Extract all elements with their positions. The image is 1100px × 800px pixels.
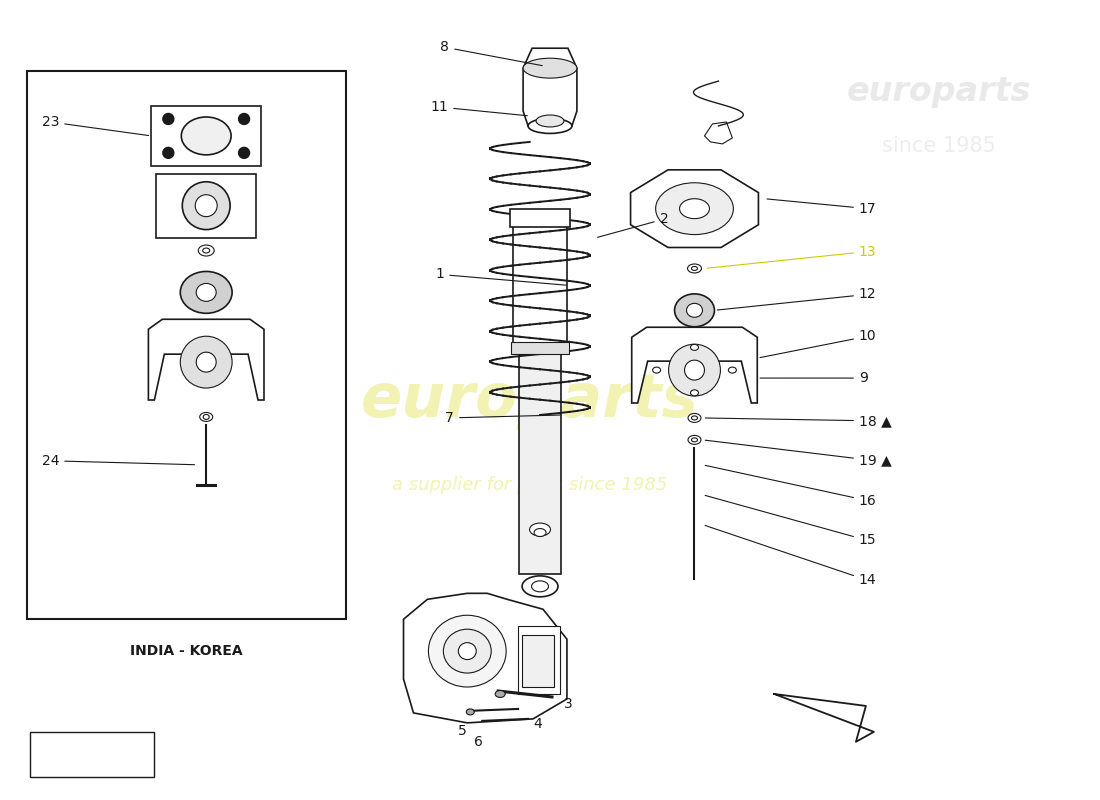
Ellipse shape xyxy=(443,630,492,673)
Polygon shape xyxy=(524,48,576,126)
Text: 9: 9 xyxy=(760,371,868,385)
Polygon shape xyxy=(631,327,757,403)
Ellipse shape xyxy=(680,198,710,218)
Ellipse shape xyxy=(202,248,210,253)
Text: 17: 17 xyxy=(767,199,877,216)
Text: 23: 23 xyxy=(42,115,148,135)
Text: a supplier for parts since 1985: a supplier for parts since 1985 xyxy=(393,476,668,494)
Text: europarts: europarts xyxy=(361,370,698,430)
Ellipse shape xyxy=(692,416,697,420)
FancyBboxPatch shape xyxy=(26,71,345,619)
Ellipse shape xyxy=(688,264,702,273)
Circle shape xyxy=(163,147,174,158)
Text: 11: 11 xyxy=(430,100,527,116)
Ellipse shape xyxy=(686,303,703,318)
Text: 7: 7 xyxy=(446,411,560,425)
Ellipse shape xyxy=(198,245,214,256)
Ellipse shape xyxy=(691,390,698,396)
Ellipse shape xyxy=(535,529,546,537)
Text: europarts: europarts xyxy=(846,74,1031,107)
Ellipse shape xyxy=(531,581,549,592)
Ellipse shape xyxy=(466,709,474,715)
Ellipse shape xyxy=(692,266,697,270)
Ellipse shape xyxy=(684,360,704,380)
Ellipse shape xyxy=(536,115,564,127)
Circle shape xyxy=(239,114,250,125)
Ellipse shape xyxy=(200,413,212,422)
Polygon shape xyxy=(404,594,566,723)
FancyBboxPatch shape xyxy=(510,209,570,226)
FancyBboxPatch shape xyxy=(512,342,569,354)
Text: 14: 14 xyxy=(705,526,877,587)
Text: ▲ = 1: ▲ = 1 xyxy=(69,746,113,762)
Circle shape xyxy=(163,114,174,125)
Text: 4: 4 xyxy=(534,717,542,731)
Ellipse shape xyxy=(180,336,232,388)
Polygon shape xyxy=(630,170,758,247)
Text: 8: 8 xyxy=(440,40,542,66)
Text: 12: 12 xyxy=(717,287,877,310)
Ellipse shape xyxy=(524,58,576,78)
Ellipse shape xyxy=(529,523,550,536)
Ellipse shape xyxy=(522,576,558,597)
Polygon shape xyxy=(704,122,733,144)
Text: 16: 16 xyxy=(705,466,877,508)
Ellipse shape xyxy=(196,283,217,302)
Ellipse shape xyxy=(691,344,698,350)
Ellipse shape xyxy=(459,642,476,659)
Ellipse shape xyxy=(688,435,701,444)
Ellipse shape xyxy=(728,367,736,373)
Polygon shape xyxy=(148,319,264,400)
Text: 18 ▲: 18 ▲ xyxy=(705,414,892,428)
Polygon shape xyxy=(156,174,256,238)
Text: 6: 6 xyxy=(474,735,483,749)
FancyBboxPatch shape xyxy=(519,348,561,574)
Polygon shape xyxy=(152,106,261,166)
Text: 10: 10 xyxy=(760,330,877,358)
Ellipse shape xyxy=(204,414,209,419)
Ellipse shape xyxy=(495,690,505,698)
Ellipse shape xyxy=(669,344,720,396)
Text: since 1985: since 1985 xyxy=(882,136,996,156)
FancyBboxPatch shape xyxy=(30,732,154,777)
Circle shape xyxy=(239,147,250,158)
Text: 24: 24 xyxy=(42,454,195,468)
Text: INDIA - KOREA: INDIA - KOREA xyxy=(130,644,243,658)
Text: 19 ▲: 19 ▲ xyxy=(705,440,892,468)
Text: 3: 3 xyxy=(563,697,572,711)
Ellipse shape xyxy=(528,118,572,134)
Ellipse shape xyxy=(195,194,217,217)
FancyBboxPatch shape xyxy=(522,635,554,687)
Ellipse shape xyxy=(652,367,661,373)
FancyBboxPatch shape xyxy=(518,626,560,694)
Ellipse shape xyxy=(182,117,231,155)
Ellipse shape xyxy=(674,294,714,326)
Ellipse shape xyxy=(656,182,734,234)
Text: 2: 2 xyxy=(597,212,669,238)
Ellipse shape xyxy=(180,271,232,314)
Ellipse shape xyxy=(183,182,230,230)
Text: 5: 5 xyxy=(458,724,466,738)
Ellipse shape xyxy=(692,438,697,442)
Text: 15: 15 xyxy=(705,495,877,547)
Ellipse shape xyxy=(428,615,506,687)
Ellipse shape xyxy=(688,414,701,422)
FancyBboxPatch shape xyxy=(513,218,566,348)
Ellipse shape xyxy=(196,352,217,372)
Text: 1: 1 xyxy=(436,267,566,285)
Text: 13: 13 xyxy=(707,245,877,268)
